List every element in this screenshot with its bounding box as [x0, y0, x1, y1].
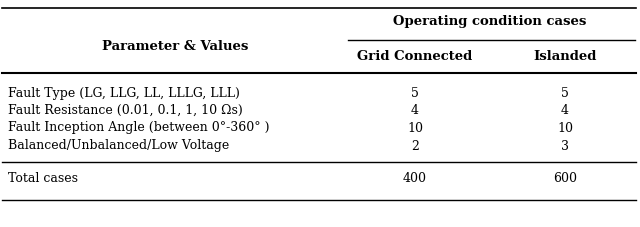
Text: 600: 600: [553, 173, 577, 185]
Text: 4: 4: [561, 104, 569, 116]
Text: Fault Type (LG, LLG, LL, LLLG, LLL): Fault Type (LG, LLG, LL, LLLG, LLL): [8, 86, 240, 99]
Text: Fault Resistance (0.01, 0.1, 1, 10 Ωs): Fault Resistance (0.01, 0.1, 1, 10 Ωs): [8, 104, 243, 116]
Text: Operating condition cases: Operating condition cases: [394, 15, 587, 29]
Text: 4: 4: [411, 104, 419, 116]
Text: 10: 10: [557, 121, 573, 135]
Text: 400: 400: [403, 173, 427, 185]
Text: 5: 5: [561, 86, 569, 99]
Text: Total cases: Total cases: [8, 173, 78, 185]
Text: Fault Inception Angle (between 0°-360° ): Fault Inception Angle (between 0°-360° ): [8, 121, 269, 135]
Text: Balanced/Unbalanced/Low Voltage: Balanced/Unbalanced/Low Voltage: [8, 140, 229, 153]
Text: 3: 3: [561, 140, 569, 153]
Text: Parameter & Values: Parameter & Values: [102, 40, 248, 54]
Text: Grid Connected: Grid Connected: [357, 49, 472, 62]
Text: 5: 5: [411, 86, 419, 99]
Text: Islanded: Islanded: [533, 49, 596, 62]
Text: 2: 2: [411, 140, 419, 153]
Text: 10: 10: [407, 121, 423, 135]
